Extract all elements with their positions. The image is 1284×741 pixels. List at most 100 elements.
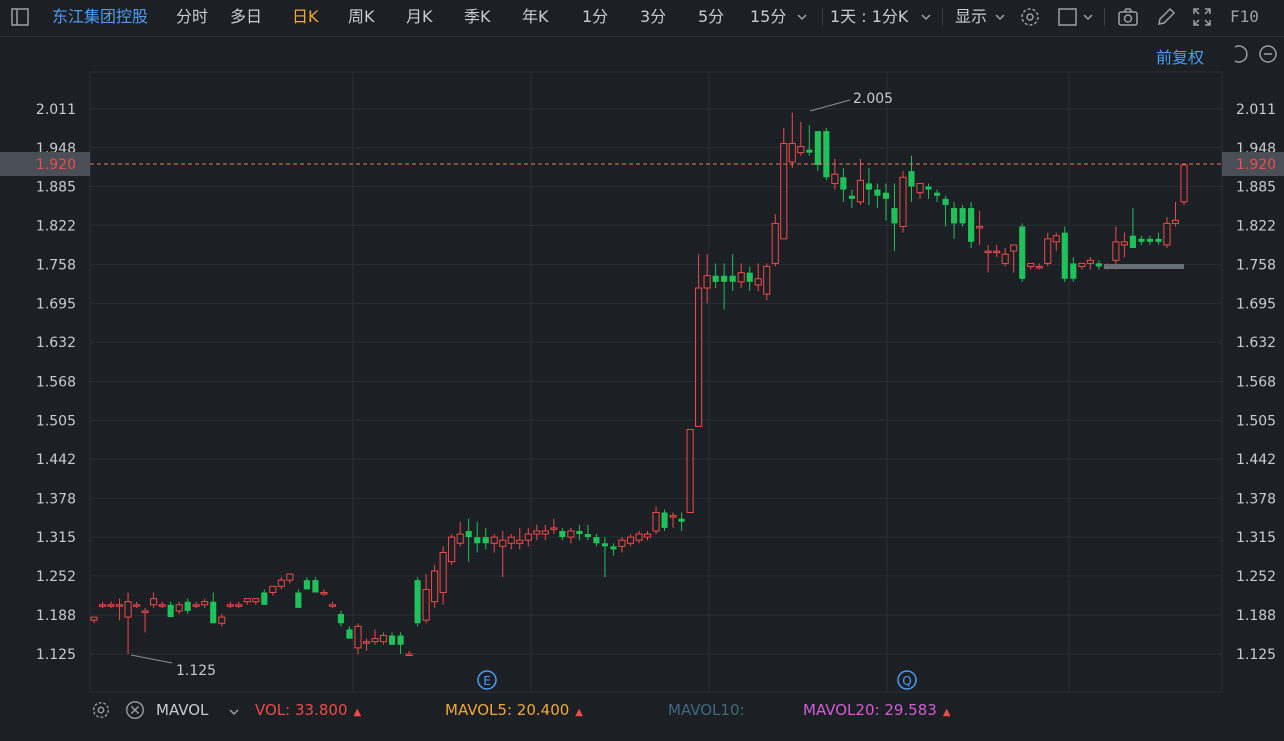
period-tab-quarterly[interactable]: 季K [464, 7, 491, 26]
candle[interactable] [1061, 226, 1068, 282]
candle[interactable] [643, 530, 652, 541]
candle[interactable] [1138, 235, 1145, 245]
candle[interactable] [201, 598, 209, 608]
candle[interactable] [959, 204, 966, 227]
candle[interactable] [584, 524, 591, 541]
candle[interactable] [593, 534, 600, 547]
candle[interactable] [158, 601, 166, 608]
candle[interactable] [925, 183, 932, 199]
candle[interactable] [422, 574, 430, 624]
candle[interactable] [848, 189, 855, 209]
candle[interactable] [874, 183, 881, 209]
candle[interactable] [1112, 226, 1120, 270]
candle[interactable] [448, 534, 456, 565]
chevron-down-icon[interactable] [920, 11, 932, 23]
candle[interactable] [626, 534, 635, 547]
candle[interactable] [141, 607, 149, 633]
candle[interactable] [712, 263, 719, 289]
candle[interactable] [746, 266, 753, 292]
candle[interactable] [976, 211, 984, 245]
candle[interactable] [371, 629, 379, 645]
candle[interactable] [439, 546, 447, 605]
candle[interactable] [1027, 262, 1035, 270]
candle[interactable] [490, 534, 498, 553]
candle[interactable] [1146, 235, 1154, 245]
candle[interactable] [618, 537, 626, 553]
candle[interactable] [1019, 223, 1026, 282]
kline-chart-area[interactable]: 2.011 1.948 1.885 1.822 1.758 1.695 1.632 1.568… [0, 36, 1284, 741]
multi-period-selector[interactable]: 1天 : 1分K [830, 7, 909, 26]
chevron-down-icon[interactable] [1082, 11, 1094, 23]
candle[interactable] [968, 201, 975, 249]
candle[interactable] [891, 183, 898, 252]
chevron-down-icon[interactable] [994, 11, 1006, 23]
candle[interactable] [788, 112, 796, 169]
settings-gear-icon[interactable] [1018, 5, 1042, 29]
candle[interactable] [882, 183, 890, 221]
camera-icon[interactable] [1116, 5, 1140, 29]
square-icon[interactable] [1056, 5, 1080, 29]
indicator-name[interactable]: MAVOL [156, 701, 209, 719]
candle[interactable] [524, 527, 532, 547]
candle[interactable] [277, 577, 285, 590]
period-tab-intraday[interactable]: 分时 [176, 7, 209, 26]
candle[interactable] [754, 263, 762, 292]
candle[interactable] [806, 124, 813, 156]
candle[interactable] [533, 524, 541, 541]
candle[interactable] [1163, 217, 1171, 249]
candle[interactable] [482, 527, 489, 550]
candle[interactable] [652, 506, 660, 535]
candle[interactable] [1052, 232, 1060, 252]
candle[interactable] [550, 518, 558, 535]
period-tab-multiday[interactable]: 多日 [230, 7, 263, 26]
candlestick-chart[interactable]: 2.0111.9481.8851.8221.7581.6951.6321.568… [0, 36, 1284, 741]
period-tab-1min[interactable]: 1分 [582, 7, 609, 26]
period-tab-15min[interactable]: 15分 [750, 7, 787, 26]
candle[interactable] [379, 632, 388, 645]
candle[interactable] [771, 214, 779, 267]
period-tab-monthly[interactable]: 月K [406, 7, 433, 26]
candle[interactable] [243, 598, 251, 605]
candle[interactable] [993, 244, 1001, 258]
candle[interactable] [320, 589, 328, 596]
candle[interactable] [1001, 248, 1009, 267]
candle[interactable] [1120, 232, 1128, 258]
undo-icon[interactable] [1227, 42, 1251, 66]
candle[interactable] [346, 626, 353, 639]
period-tab-daily[interactable]: 日K [292, 7, 319, 26]
candle[interactable] [1078, 262, 1086, 270]
candle[interactable] [362, 638, 371, 651]
candle[interactable] [1010, 244, 1018, 273]
stock-name[interactable]: 东江集团控股 [52, 7, 149, 26]
period-tab-weekly[interactable]: 周K [348, 7, 375, 26]
candle[interactable] [175, 601, 183, 615]
candle[interactable] [695, 254, 703, 427]
f10-button[interactable]: F10 [1230, 7, 1259, 26]
candle[interactable] [312, 577, 319, 593]
candle[interactable] [184, 598, 191, 615]
candle[interactable] [856, 158, 864, 205]
candle[interactable] [507, 534, 515, 550]
candle[interactable] [1044, 232, 1052, 267]
candle[interactable] [703, 254, 711, 304]
candle[interactable] [354, 623, 362, 654]
fullscreen-icon[interactable] [1190, 5, 1214, 29]
candle[interactable] [98, 601, 107, 608]
candle[interactable] [942, 195, 949, 227]
candle[interactable] [933, 189, 941, 202]
period-tab-3min[interactable]: 3分 [640, 7, 667, 26]
sidebar-toggle-icon[interactable] [8, 5, 32, 29]
candle[interactable] [150, 592, 158, 608]
candle[interactable] [721, 263, 728, 310]
candle[interactable] [210, 592, 217, 624]
candle[interactable] [1129, 208, 1136, 249]
candle[interactable] [737, 263, 745, 289]
pencil-icon[interactable] [1154, 5, 1178, 29]
candle[interactable] [576, 524, 583, 541]
close-circle-icon[interactable] [124, 699, 146, 721]
candle[interactable] [286, 573, 294, 584]
candle[interactable] [541, 524, 549, 541]
minus-circle-icon[interactable] [1256, 42, 1280, 66]
chevron-down-icon[interactable] [796, 11, 808, 23]
candle[interactable] [899, 171, 907, 233]
